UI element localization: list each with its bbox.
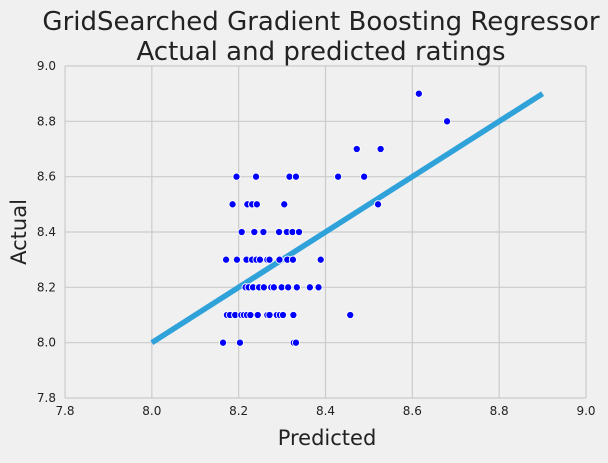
chart-subtitle: Actual and predicted ratings: [136, 37, 505, 67]
x-tick-label: 8.8: [490, 404, 509, 418]
data-point: [269, 283, 278, 292]
x-tick-label: 8.0: [142, 404, 161, 418]
data-point: [232, 255, 241, 264]
x-axis-label: Predicted: [278, 426, 377, 450]
tick-labels: 7.8 8.0 8.2 8.4 8.6 8.8 9.0 7.8 8.0 8.2 8.4 8.6 8.8 9…: [37, 59, 596, 418]
data-point: [250, 227, 259, 237]
data-point: [292, 283, 301, 292]
y-tick-label: 8.0: [37, 336, 56, 350]
data-point: [255, 255, 264, 264]
data-point: [346, 310, 355, 320]
x-tick-label: 8.4: [316, 404, 335, 418]
x-tick-label: 8.6: [403, 404, 422, 418]
data-point: [275, 255, 284, 264]
data-point: [274, 227, 284, 237]
y-tick-label: 9.0: [37, 59, 56, 73]
data-point: [316, 255, 325, 264]
data-point: [280, 200, 289, 209]
data-point: [443, 117, 452, 126]
x-tick-label: 7.8: [55, 404, 74, 418]
data-point: [235, 338, 245, 347]
data-point: [228, 200, 237, 209]
y-tick-label: 8.6: [37, 170, 56, 184]
data-point: [251, 172, 261, 181]
data-point: [218, 338, 228, 347]
data-point: [278, 310, 288, 320]
data-point: [237, 227, 246, 237]
data-point: [373, 200, 383, 209]
data-point: [265, 310, 274, 320]
data-point: [414, 89, 423, 98]
data-point: [232, 172, 241, 181]
data-point: [288, 255, 297, 264]
data-point: [284, 283, 293, 292]
data-point: [334, 172, 343, 181]
data-point: [222, 255, 231, 264]
data-point: [314, 283, 323, 292]
reference-line: [150, 91, 545, 345]
y-tick-label: 8.8: [37, 114, 56, 128]
x-tick-label: 8.2: [229, 404, 248, 418]
data-point: [253, 310, 262, 320]
y-tick-label: 8.2: [37, 280, 56, 294]
data-point: [352, 144, 361, 154]
data-point: [360, 172, 369, 181]
data-point: [291, 172, 301, 181]
data-point: [246, 310, 255, 320]
data-point: [252, 200, 261, 209]
scatter-points: [218, 89, 452, 347]
data-point: [289, 310, 298, 320]
y-tick-label: 7.8: [37, 391, 56, 405]
data-point: [305, 283, 314, 292]
data-point: [294, 227, 304, 237]
data-point: [259, 283, 268, 292]
chart-title: GridSearched Gradient Boosting Regressor: [42, 7, 599, 37]
data-point: [376, 144, 385, 154]
data-point: [291, 338, 301, 347]
reference-line-layer: [150, 91, 545, 345]
x-tick-label: 9.0: [576, 404, 595, 418]
data-point: [259, 227, 268, 237]
y-axis-label: Actual: [7, 199, 31, 265]
data-point: [265, 255, 274, 264]
y-tick-label: 8.4: [37, 225, 56, 239]
